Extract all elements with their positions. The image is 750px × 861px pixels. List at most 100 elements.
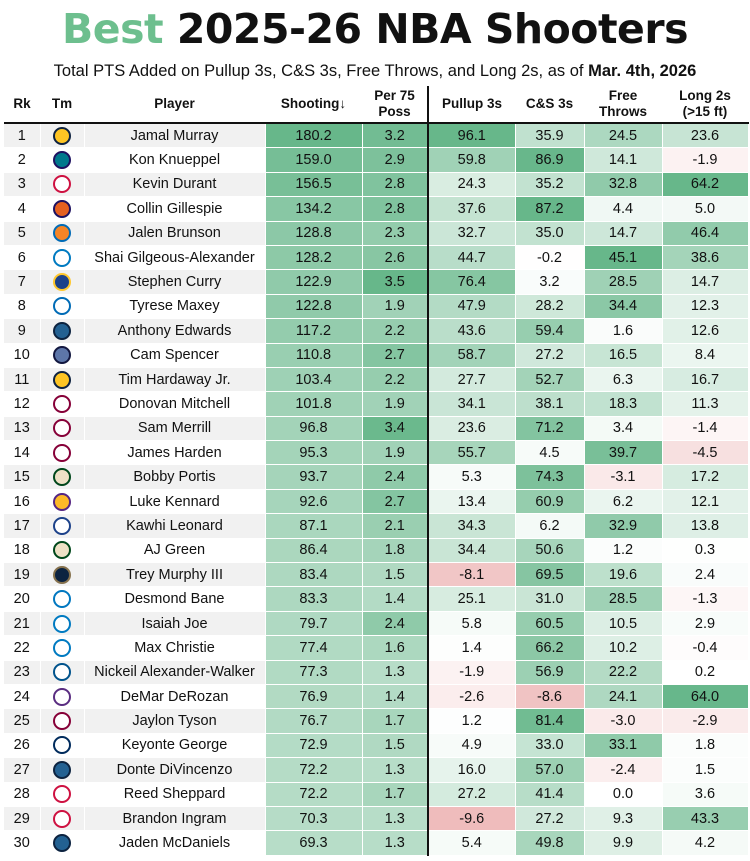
header-per75[interactable]: Per 75 Poss bbox=[362, 86, 428, 124]
player-cell: Jaden McDaniels bbox=[84, 830, 266, 856]
team-cell bbox=[40, 123, 85, 149]
pullup-cell: 76.4 bbox=[427, 269, 516, 295]
long2-cell: 12.1 bbox=[662, 489, 749, 515]
cs-cell: 87.2 bbox=[515, 196, 585, 222]
cs-cell: -0.2 bbox=[515, 245, 585, 271]
header-long2[interactable]: Long 2s (>15 ft) bbox=[662, 86, 748, 124]
ft-cell: -3.0 bbox=[584, 708, 663, 734]
ft-cell: 0.0 bbox=[584, 782, 663, 807]
header-ft-line1: Free bbox=[608, 88, 638, 103]
player-cell: Tyrese Maxey bbox=[84, 294, 266, 320]
long2-cell: 5.0 bbox=[662, 196, 749, 222]
shooting-cell: 72.9 bbox=[265, 733, 363, 759]
player-cell: Kon Knueppel bbox=[84, 147, 266, 173]
table-row: 18 AJ Green 86.4 1.8 34.4 50.6 1.2 0.3 bbox=[4, 538, 749, 564]
player-cell: Isaiah Joe bbox=[84, 611, 266, 637]
per75-cell: 1.3 bbox=[362, 806, 429, 832]
cs-cell: 38.1 bbox=[515, 391, 585, 417]
rank-cell: 23 bbox=[4, 660, 41, 685]
lac-logo-icon bbox=[53, 516, 71, 535]
den-logo-icon bbox=[53, 370, 71, 389]
shooting-cell: 96.8 bbox=[265, 416, 363, 442]
shooting-cell: 72.2 bbox=[265, 757, 363, 783]
rank-cell: 15 bbox=[4, 464, 41, 490]
mil-logo-icon bbox=[53, 541, 71, 560]
pullup-cell: -2.6 bbox=[427, 684, 516, 710]
long2-cell: -0.4 bbox=[662, 635, 749, 661]
rank-cell: 4 bbox=[4, 196, 41, 222]
team-cell bbox=[40, 269, 85, 295]
rank-cell: 22 bbox=[4, 635, 41, 661]
long2-cell: 1.8 bbox=[662, 733, 749, 759]
rank-cell: 13 bbox=[4, 416, 41, 442]
shooting-cell: 77.4 bbox=[265, 635, 363, 661]
team-cell bbox=[40, 367, 85, 393]
player-cell: James Harden bbox=[84, 440, 266, 466]
per75-cell: 3.4 bbox=[362, 416, 429, 442]
player-cell: Max Christie bbox=[84, 635, 266, 661]
team-cell bbox=[40, 318, 85, 344]
header-per75-line2: Poss bbox=[378, 104, 411, 119]
per75-cell: 1.3 bbox=[362, 757, 429, 783]
team-cell bbox=[40, 221, 85, 246]
team-cell bbox=[40, 147, 85, 173]
shooting-cell: 122.8 bbox=[265, 294, 363, 320]
player-cell: Donovan Mitchell bbox=[84, 391, 266, 417]
rank-cell: 3 bbox=[4, 172, 41, 198]
header-pullup[interactable]: Pullup 3s bbox=[427, 86, 515, 124]
per75-cell: 1.9 bbox=[362, 294, 429, 320]
shooting-cell: 70.3 bbox=[265, 806, 363, 832]
min-logo-icon bbox=[53, 760, 71, 779]
header-ft[interactable]: Free Throws bbox=[584, 86, 662, 124]
header-per75-line1: Per 75 bbox=[374, 88, 415, 103]
per75-cell: 1.3 bbox=[362, 660, 429, 685]
cs-cell: 35.2 bbox=[515, 172, 585, 198]
long2-cell: 14.7 bbox=[662, 269, 749, 295]
shooting-cell: 86.4 bbox=[265, 538, 363, 564]
cs-cell: 31.0 bbox=[515, 586, 585, 612]
cle-logo-icon bbox=[53, 443, 71, 462]
rank-cell: 18 bbox=[4, 538, 41, 564]
per75-cell: 2.3 bbox=[362, 221, 429, 246]
header-cs[interactable]: C&S 3s bbox=[515, 86, 584, 124]
player-cell: Jamal Murray bbox=[84, 123, 266, 149]
team-cell bbox=[40, 806, 85, 832]
header-player[interactable]: Player bbox=[84, 86, 265, 124]
rank-cell: 27 bbox=[4, 757, 41, 783]
player-cell: Luke Kennard bbox=[84, 489, 266, 515]
rank-cell: 29 bbox=[4, 806, 41, 832]
ft-cell: 33.1 bbox=[584, 733, 663, 759]
cs-cell: 27.2 bbox=[515, 343, 585, 368]
header-shooting[interactable]: Shooting↓ bbox=[265, 86, 362, 124]
long2-cell: 17.2 bbox=[662, 464, 749, 490]
pullup-cell: 1.4 bbox=[427, 635, 516, 661]
per75-cell: 1.7 bbox=[362, 782, 429, 807]
shooting-cell: 134.2 bbox=[265, 196, 363, 222]
shooting-cell: 87.1 bbox=[265, 513, 363, 539]
pullup-cell: 5.8 bbox=[427, 611, 516, 637]
rank-cell: 21 bbox=[4, 611, 41, 637]
shooting-cell: 69.3 bbox=[265, 830, 363, 856]
per75-cell: 1.9 bbox=[362, 391, 429, 417]
player-cell: Anthony Edwards bbox=[84, 318, 266, 344]
ft-cell: -2.4 bbox=[584, 757, 663, 783]
player-cell: Collin Gillespie bbox=[84, 196, 266, 222]
shooting-cell: 76.7 bbox=[265, 708, 363, 734]
header-rk[interactable]: Rk bbox=[4, 86, 40, 124]
per75-cell: 1.5 bbox=[362, 733, 429, 759]
cs-cell: 49.8 bbox=[515, 830, 585, 856]
table-row: 11 Tim Hardaway Jr. 103.4 2.2 27.7 52.7 6.3 16.… bbox=[4, 367, 749, 393]
ft-cell: 22.2 bbox=[584, 660, 663, 685]
per75-cell: 2.2 bbox=[362, 318, 429, 344]
per75-cell: 1.4 bbox=[362, 586, 429, 612]
long2-cell: 16.7 bbox=[662, 367, 749, 393]
ft-cell: -3.1 bbox=[584, 464, 663, 490]
shooting-cell: 156.5 bbox=[265, 172, 363, 198]
player-cell: AJ Green bbox=[84, 538, 266, 564]
header-tm[interactable]: Tm bbox=[40, 86, 84, 124]
team-cell bbox=[40, 172, 85, 198]
ft-cell: 19.6 bbox=[584, 562, 663, 588]
per75-cell: 2.4 bbox=[362, 464, 429, 490]
ft-cell: 45.1 bbox=[584, 245, 663, 271]
pullup-cell: 27.7 bbox=[427, 367, 516, 393]
